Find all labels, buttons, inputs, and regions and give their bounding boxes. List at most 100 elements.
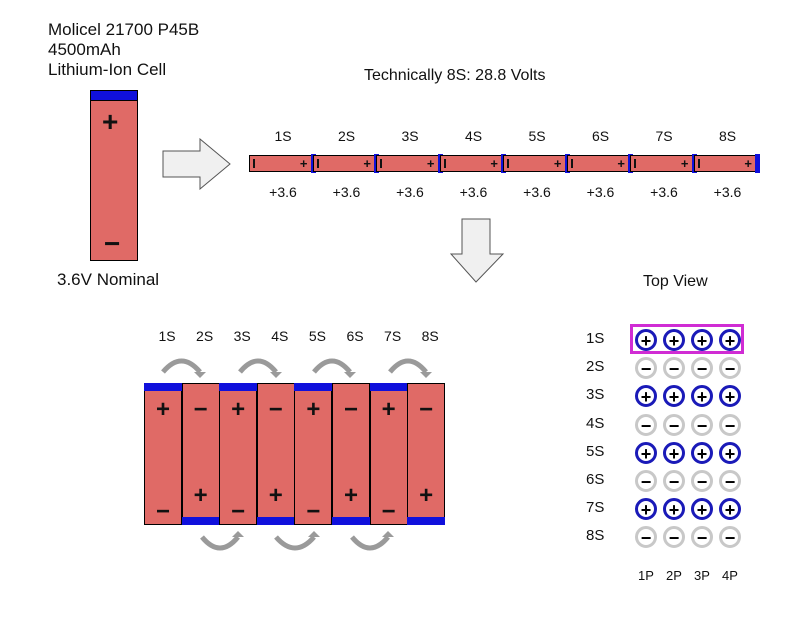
stacked-cell-terminal xyxy=(294,383,333,391)
stacked-cell-bottom-sign: − xyxy=(381,498,396,525)
strip-cell-plus-sign: + xyxy=(363,156,371,171)
stacked-cell-bottom-sign: + xyxy=(193,482,208,509)
strip-cell-plus-sign: + xyxy=(299,156,308,171)
strip-cell-plus-sign: + xyxy=(744,156,752,171)
stacked-cell-4S: − + xyxy=(256,383,295,525)
stacked-cell-2S: − + xyxy=(181,383,220,525)
arrow-4s-5s xyxy=(274,531,320,551)
negative-terminal-icon: − xyxy=(719,413,741,436)
top-view-row-1S: 1S xyxy=(586,330,605,347)
strip-cell-terminal xyxy=(755,154,760,173)
positive-terminal-icon: + xyxy=(635,498,657,521)
stacked-cell-terminal xyxy=(181,517,220,525)
nominal-voltage-label: 3.6V Nominal xyxy=(57,270,160,289)
cell-chemistry: Lithium-Ion Cell xyxy=(48,60,167,79)
positive-terminal-icon: + xyxy=(663,329,685,351)
cell-model: Molicel 21700 P45B xyxy=(48,20,200,39)
top-view-title: Top View xyxy=(643,273,708,290)
positive-terminal-icon: + xyxy=(691,385,713,408)
negative-terminal-icon: − xyxy=(691,470,713,492)
stacked-cell-8S: − + xyxy=(407,383,446,525)
negative-terminal-icon: − xyxy=(635,413,657,436)
positive-terminal-icon: + xyxy=(719,498,741,521)
stacked-cell-terminal xyxy=(219,383,258,391)
strip-voltage-1S: +3.6 xyxy=(269,184,297,200)
strip-voltage-6S: +3.6 xyxy=(586,184,615,200)
stacked-cell-top-sign: + xyxy=(155,396,170,423)
right-arrow-icon xyxy=(162,138,231,190)
stacked-cell-top-sign: − xyxy=(193,396,208,423)
top-view-row-2S: 2S xyxy=(586,358,605,376)
positive-terminal-icon: + xyxy=(663,385,685,408)
stacked-cell-5S: + − xyxy=(294,383,333,525)
single-cell-body xyxy=(90,99,138,261)
top-view-row-7S: 7S xyxy=(586,499,605,517)
stacked-label-8S: 8S xyxy=(421,328,439,344)
negative-terminal-icon: − xyxy=(663,357,685,380)
positive-terminal-icon: + xyxy=(663,498,685,521)
negative-terminal-icon: − xyxy=(719,470,741,492)
arrow-5s-6s xyxy=(312,358,356,378)
strip-cell-negative-mark xyxy=(316,159,319,168)
stacked-cell-top-sign: + xyxy=(306,396,321,423)
stacked-cell-bottom-sign: − xyxy=(306,498,321,525)
positive-terminal-icon: + xyxy=(719,329,741,351)
strip-cell-plus-sign: + xyxy=(426,156,435,171)
positive-terminal-icon: + xyxy=(635,329,657,351)
negative-terminal-icon: − xyxy=(663,470,685,492)
stacked-label-2S: 2S xyxy=(196,328,214,344)
strip-cell-negative-mark xyxy=(570,159,573,168)
single-cell-positive-terminal xyxy=(90,90,138,101)
strip-voltage-7S: +3.6 xyxy=(650,184,678,200)
positive-terminal-icon: + xyxy=(719,385,741,408)
strip-cell-negative-mark xyxy=(380,159,382,168)
strip-label-1S: 1S xyxy=(274,128,292,144)
strip-cell-plus-sign: + xyxy=(490,156,498,171)
negative-terminal-icon: − xyxy=(719,357,741,380)
stacked-cell-bottom-sign: − xyxy=(231,498,246,525)
negative-terminal-icon: − xyxy=(635,470,657,492)
top-view-col-4P: 4P xyxy=(722,568,738,583)
stacked-cell-bottom-sign: + xyxy=(419,482,434,509)
positive-terminal-icon: + xyxy=(635,385,657,408)
stacked-cell-top-sign: − xyxy=(343,396,358,423)
strip-cell-negative-mark xyxy=(443,159,446,168)
strip-cell-plus-sign: + xyxy=(553,156,562,171)
arrow-6s-7s xyxy=(350,531,394,551)
strip-voltage-2S: +3.6 xyxy=(332,184,361,200)
stacked-cell-3S: + − xyxy=(219,383,258,525)
stacked-label-7S: 7S xyxy=(384,328,402,344)
strip-label-3S: 3S xyxy=(401,128,419,144)
top-view-row-6S: 6S xyxy=(586,471,605,488)
arrow-3s-4s xyxy=(238,358,282,378)
arrow-7s-8s xyxy=(388,358,432,378)
top-view-col-2P: 2P xyxy=(666,568,682,583)
strip-voltage-3S: +3.6 xyxy=(396,184,424,200)
arrow-2s-3s xyxy=(200,531,244,551)
strip-voltage-8S: +3.6 xyxy=(713,184,742,200)
negative-terminal-icon: − xyxy=(663,526,685,549)
top-view-row-4S: 4S xyxy=(586,414,605,432)
stacked-cell-bottom-sign: + xyxy=(343,482,358,509)
single-cell-minus-sign: − xyxy=(104,228,121,259)
negative-terminal-icon: − xyxy=(635,526,657,549)
positive-terminal-icon: + xyxy=(691,329,713,351)
top-view-row-5S: 5S xyxy=(586,442,605,460)
strip-voltage-5S: +3.6 xyxy=(523,184,551,200)
negative-terminal-icon: − xyxy=(719,526,741,549)
strip-label-5S: 5S xyxy=(528,128,546,144)
positive-terminal-icon: + xyxy=(719,441,741,464)
stacked-label-4S: 4S xyxy=(271,328,289,344)
strip-cell-negative-mark xyxy=(697,159,700,168)
strip-cell-8S: + xyxy=(693,154,760,173)
strip-cell-negative-mark xyxy=(253,159,255,168)
top-view-row-8S: 8S xyxy=(586,527,605,545)
strip-voltage-4S: +3.6 xyxy=(459,184,488,200)
strip-label-2S: 2S xyxy=(337,128,356,144)
top-view-col-3P: 3P xyxy=(694,568,710,583)
positive-terminal-icon: + xyxy=(691,441,713,464)
stacked-label-3S: 3S xyxy=(233,328,251,344)
row-1s-highlight xyxy=(630,324,744,354)
strip-label-7S: 7S xyxy=(655,128,673,144)
